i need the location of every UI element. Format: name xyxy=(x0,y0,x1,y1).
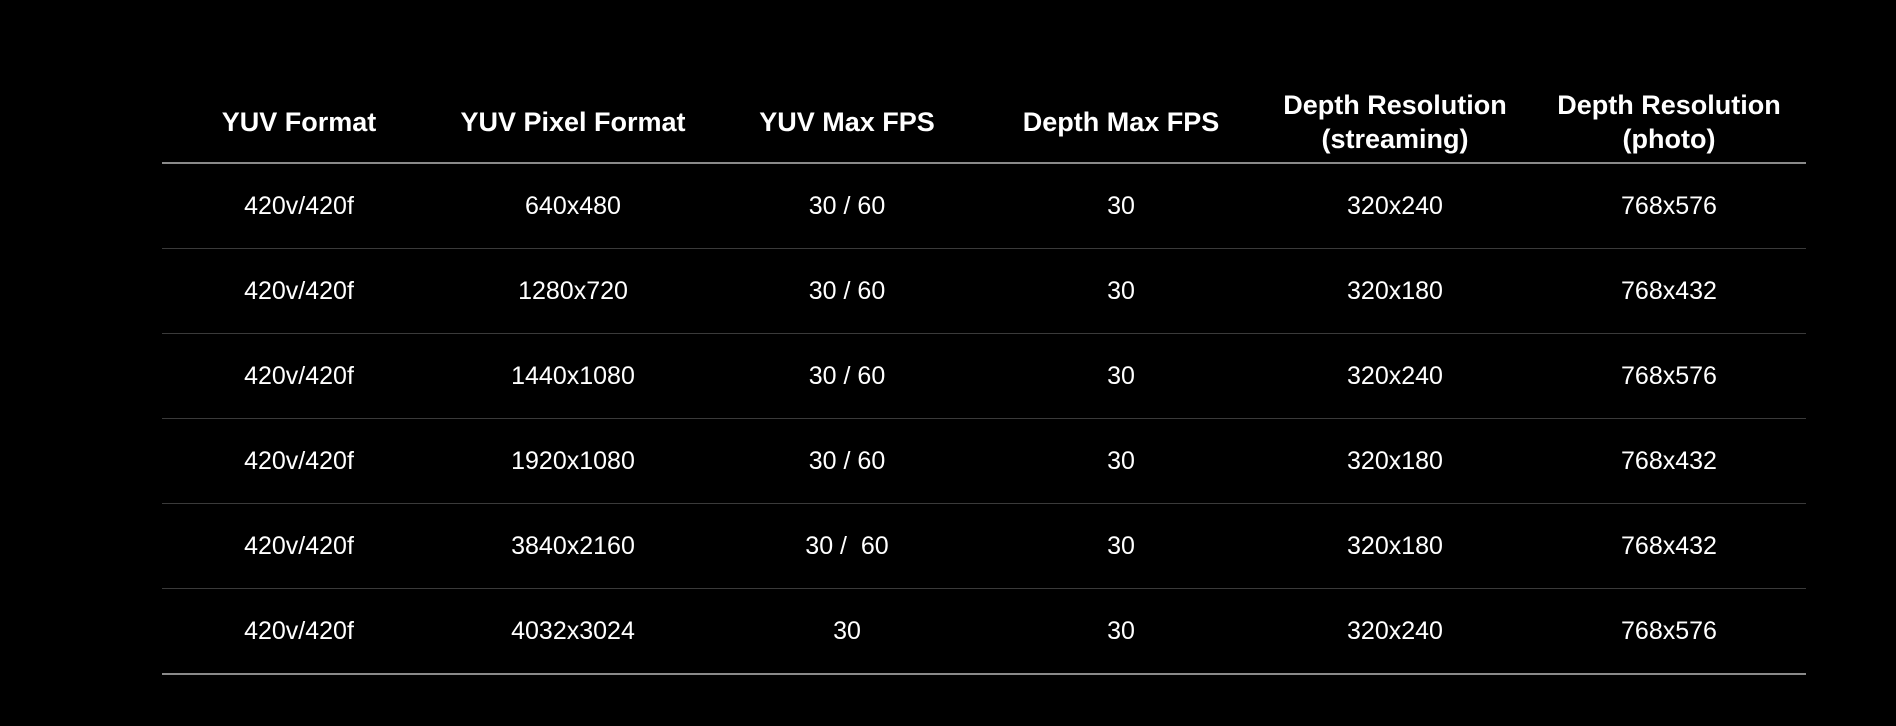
cell-yuv-pixel-format: 1280x720 xyxy=(518,276,628,305)
cell-yuv-max-fps: 30 / 60 xyxy=(805,531,889,560)
header-depth-resolution-photo: Depth Resolution (photo) xyxy=(1557,90,1781,154)
cell-depth-max-fps: 30 xyxy=(1107,531,1135,560)
cell-depth-resolution-photo: 768x432 xyxy=(1621,531,1717,560)
cell-depth-max-fps: 30 xyxy=(1107,191,1135,220)
cell-yuv-format: 420v/420f xyxy=(244,191,354,220)
header-yuv-format: YUV Format xyxy=(221,107,377,137)
cell-yuv-pixel-format: 4032x3024 xyxy=(511,616,635,645)
cell-depth-resolution-photo: 768x576 xyxy=(1621,616,1717,645)
cell-depth-max-fps: 30 xyxy=(1107,446,1135,475)
header-depth-max-fps: Depth Max FPS xyxy=(1022,107,1220,137)
cell-depth-resolution-streaming: 320x180 xyxy=(1347,446,1443,475)
table-row: 420v/420f 1280x720 30 / 60 30 320x180 76… xyxy=(162,249,1806,334)
table-row: 420v/420f 3840x2160 30 / 60 30 320x180 7… xyxy=(162,504,1806,589)
table-row: 420v/420f 1440x1080 30 / 60 30 320x240 7… xyxy=(162,334,1806,419)
cell-depth-resolution-photo: 768x576 xyxy=(1621,191,1717,220)
cell-depth-resolution-photo: 768x432 xyxy=(1621,276,1717,305)
cell-yuv-pixel-format: 1920x1080 xyxy=(511,446,635,475)
table-row: 420v/420f 1920x1080 30 / 60 30 320x180 7… xyxy=(162,419,1806,504)
cell-depth-resolution-photo: 768x432 xyxy=(1621,446,1717,475)
table-header-row: YUV Format YUV Pixel Format YUV Max FPS … xyxy=(162,82,1806,164)
cell-yuv-pixel-format: 1440x1080 xyxy=(511,361,635,390)
cell-depth-resolution-photo: 768x576 xyxy=(1621,361,1717,390)
table-row: 420v/420f 4032x3024 30 30 320x240 768x57… xyxy=(162,589,1806,675)
cell-yuv-pixel-format: 640x480 xyxy=(525,191,621,220)
header-yuv-max-fps: YUV Max FPS xyxy=(759,107,935,137)
cell-depth-max-fps: 30 xyxy=(1107,276,1135,305)
cell-yuv-pixel-format: 3840x2160 xyxy=(511,531,635,560)
cell-yuv-max-fps: 30 / 60 xyxy=(808,361,886,390)
cell-depth-max-fps: 30 xyxy=(1107,361,1135,390)
header-depth-resolution-streaming: Depth Resolution (streaming) xyxy=(1283,90,1507,154)
cell-yuv-max-fps: 30 xyxy=(833,616,861,645)
cell-yuv-max-fps: 30 / 60 xyxy=(808,191,886,220)
cell-depth-resolution-streaming: 320x240 xyxy=(1347,361,1443,390)
cell-yuv-format: 420v/420f xyxy=(244,276,354,305)
cell-yuv-max-fps: 30 / 60 xyxy=(808,446,886,475)
cell-depth-resolution-streaming: 320x240 xyxy=(1347,191,1443,220)
cell-yuv-format: 420v/420f xyxy=(244,616,354,645)
cell-depth-resolution-streaming: 320x240 xyxy=(1347,616,1443,645)
cell-depth-resolution-streaming: 320x180 xyxy=(1347,531,1443,560)
cell-yuv-format: 420v/420f xyxy=(244,446,354,475)
cell-depth-max-fps: 30 xyxy=(1107,616,1135,645)
depth-format-table: YUV Format YUV Pixel Format YUV Max FPS … xyxy=(162,82,1806,675)
header-yuv-pixel-format: YUV Pixel Format xyxy=(460,107,686,137)
table-row: 420v/420f 640x480 30 / 60 30 320x240 768… xyxy=(162,164,1806,249)
cell-yuv-max-fps: 30 / 60 xyxy=(808,276,886,305)
cell-yuv-format: 420v/420f xyxy=(244,361,354,390)
cell-yuv-format: 420v/420f xyxy=(244,531,354,560)
cell-depth-resolution-streaming: 320x180 xyxy=(1347,276,1443,305)
